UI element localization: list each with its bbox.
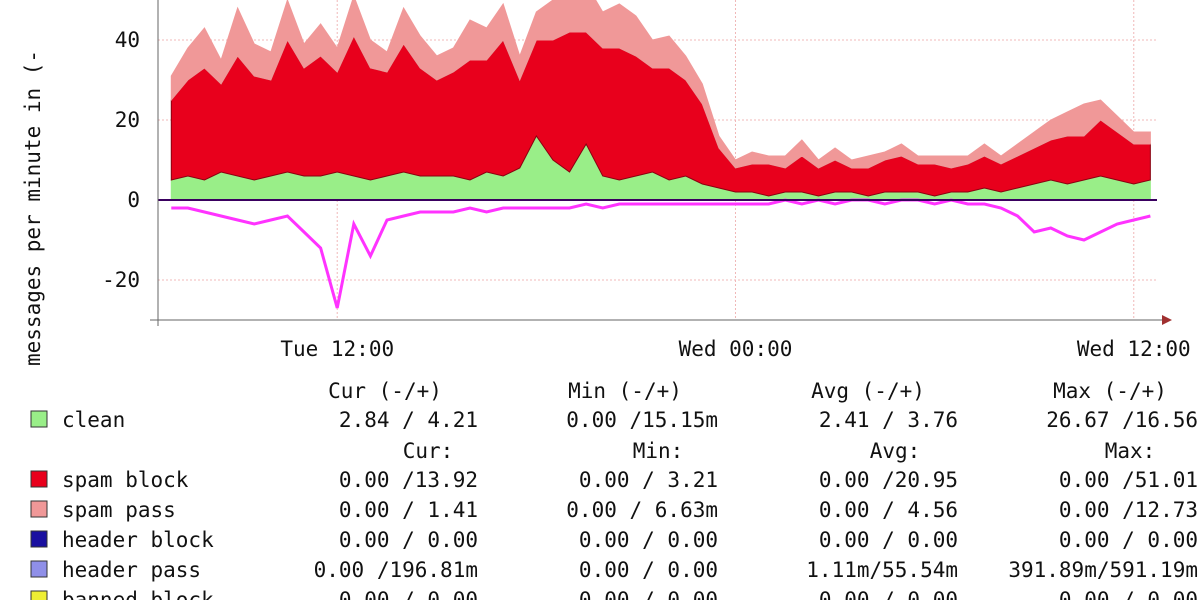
legend-value: 0.00 / 0.00	[819, 528, 958, 552]
legend-value: 0.00 / 3.21	[579, 468, 718, 492]
legend-name: clean	[62, 408, 125, 432]
legend-value: 0.00 / 0.00	[579, 588, 718, 600]
legend-value: 26.67 /16.56	[1046, 408, 1198, 432]
legend-value: 0.00 / 0.00	[1059, 528, 1198, 552]
legend-value: 0.00 / 0.00	[579, 558, 718, 582]
legend-name: banned block	[62, 588, 214, 600]
legend-value: 0.00 / 6.63m	[566, 498, 718, 522]
legend-value: 1.11m/55.54m	[806, 558, 958, 582]
x-tick-label: Wed 12:00	[1077, 337, 1191, 361]
legend-value: 0.00 /13.92	[339, 468, 478, 492]
area	[170, 0, 1151, 169]
legend-value: 0.00 /12.73	[1059, 498, 1198, 522]
legend-swatch	[30, 470, 48, 488]
legend-swatch	[30, 500, 48, 518]
y-tick-label: -20	[102, 268, 140, 292]
legend-value: 0.00 / 4.56	[819, 498, 958, 522]
legend-value: 0.00 /20.95	[819, 468, 958, 492]
legend-value: 0.00 /196.81m	[314, 558, 478, 582]
legend-value: 2.84 / 4.21	[339, 408, 478, 432]
legend-name: spam pass	[62, 498, 176, 522]
legend-name: header pass	[62, 558, 201, 582]
legend-name: header block	[62, 528, 214, 552]
column-header: Avg (-/+)	[811, 379, 925, 403]
y-tick-label: 40	[115, 28, 140, 52]
legend-value: 391.89m/591.19m	[1008, 558, 1198, 582]
legend-value: 0.00 /15.15m	[566, 408, 718, 432]
legend-value: 0.00 / 0.00	[819, 588, 958, 600]
neg-line	[171, 198, 1151, 309]
y-tick-label: 0	[127, 188, 140, 212]
legend-value: 0.00 / 0.00	[339, 528, 478, 552]
y-axis-label: messages per minute in (-	[21, 50, 45, 366]
legend-swatch	[30, 530, 48, 548]
legend-name: spam block	[62, 468, 189, 492]
legend-value: 0.00 / 1.41	[339, 498, 478, 522]
legend-value: 2.41 / 3.76	[819, 408, 958, 432]
sub-header: Avg:	[870, 439, 921, 463]
x-axis-arrow	[1162, 315, 1172, 325]
sub-header: Cur:	[403, 439, 454, 463]
legend-value: 0.00 /51.01	[1059, 468, 1198, 492]
y-tick-label: 20	[115, 108, 140, 132]
sub-header: Min:	[633, 439, 684, 463]
column-header: Max (-/+)	[1053, 379, 1167, 403]
legend-value: 0.00 / 0.00	[339, 588, 478, 600]
x-tick-label: Tue 12:00	[280, 337, 394, 361]
column-header: Min (-/+)	[568, 379, 682, 403]
x-tick-label: Wed 00:00	[679, 337, 793, 361]
sub-header: Max:	[1105, 439, 1156, 463]
legend-swatch	[30, 410, 48, 428]
legend-swatch	[30, 560, 48, 578]
column-header: Cur (-/+)	[328, 379, 442, 403]
legend-value: 0.00 / 0.00	[1059, 588, 1198, 600]
legend-swatch	[30, 590, 48, 600]
legend-value: 0.00 / 0.00	[579, 528, 718, 552]
